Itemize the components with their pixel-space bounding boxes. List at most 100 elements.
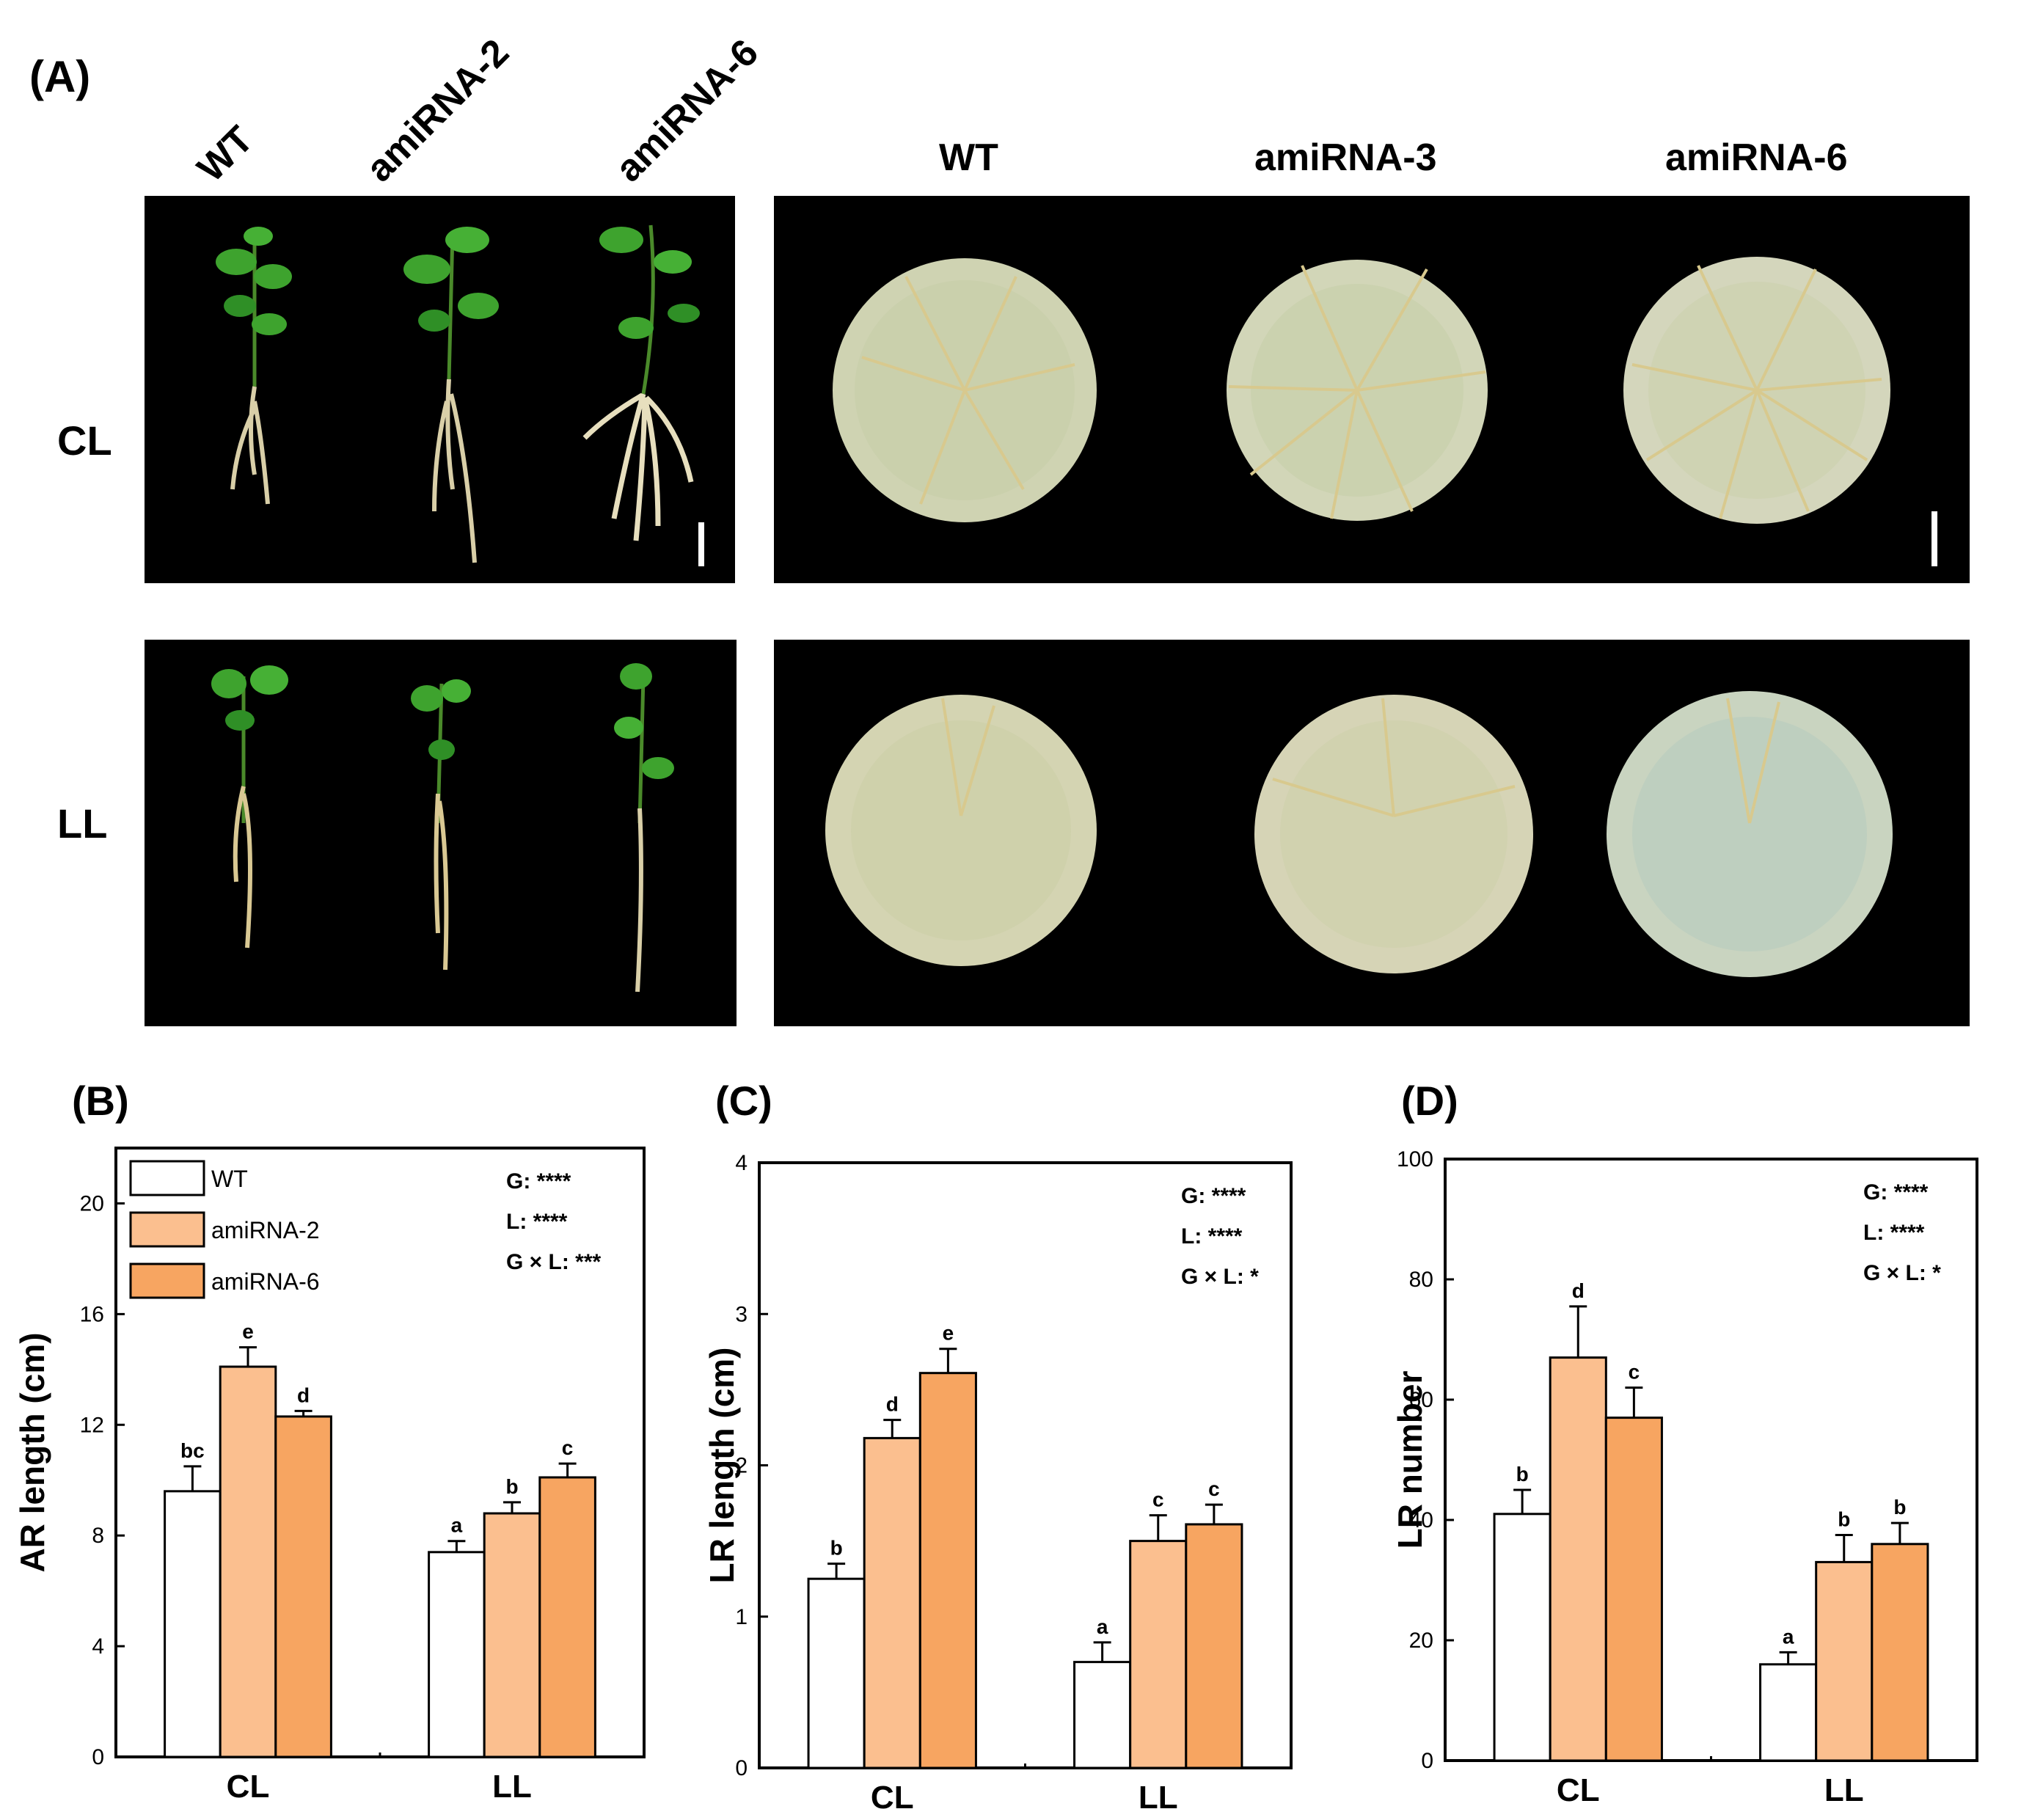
y-axis-label: LR number — [1391, 1371, 1429, 1549]
stats-annotation: G: **** — [506, 1169, 571, 1194]
bar-wt-cl — [164, 1490, 222, 1758]
scale-bar-left-cl — [698, 522, 704, 566]
y-tick-label: 1 — [735, 1605, 748, 1629]
plant-amirna-6-ll — [614, 663, 674, 993]
legend-label-wt: WT — [211, 1166, 248, 1192]
panel-label: (B) — [72, 1078, 129, 1124]
x-category-label: CL — [871, 1780, 914, 1816]
x-category-label: LL — [1139, 1780, 1178, 1816]
y-tick-label: 40 — [1409, 1508, 1433, 1532]
right-column-label-amirna-6: amiRNA-6 — [1665, 136, 1848, 179]
significance-letter: c — [1208, 1477, 1220, 1500]
bar-amirna-2-cl — [219, 1365, 277, 1758]
stats-annotation: G: **** — [1863, 1180, 1929, 1205]
y-tick-label: 4 — [92, 1634, 104, 1659]
bar-amirna-6-cl — [1604, 1417, 1663, 1762]
stats-annotation: G × L: * — [1181, 1265, 1259, 1289]
y-tick-label: 2 — [735, 1454, 748, 1478]
bar-amirna-2-ll — [1815, 1560, 1874, 1762]
stats-annotation: G × L: * — [1863, 1261, 1941, 1285]
x-category-label: LL — [492, 1769, 532, 1805]
significance-letter: b — [830, 1537, 843, 1560]
left-column-label-amirna-6: amiRNA-6 — [607, 31, 767, 191]
stats-annotation: L: **** — [506, 1210, 568, 1234]
scale-bar-right-cl — [1932, 511, 1937, 566]
y-tick-label: 100 — [1397, 1147, 1433, 1172]
stats-annotation: L: **** — [1863, 1221, 1925, 1245]
significance-letter: b — [505, 1475, 518, 1498]
photo-plates-ll — [774, 640, 1970, 1026]
y-tick-label: 12 — [80, 1413, 104, 1437]
stats-annotation: G: **** — [1181, 1184, 1246, 1208]
significance-letter: b — [1838, 1508, 1850, 1531]
bar-amirna-6-ll — [1871, 1543, 1929, 1762]
bar-amirna-6-ll — [1185, 1523, 1243, 1769]
bar-wt-ll — [428, 1551, 486, 1758]
photo-plants-ll — [145, 640, 737, 1026]
plant-amirna-2-ll — [411, 679, 471, 971]
bar-wt-cl — [807, 1577, 866, 1769]
legend-label-amirna-2: amiRNA-2 — [211, 1217, 320, 1243]
significance-letter: b — [1893, 1496, 1906, 1519]
panel-label: (C) — [715, 1078, 772, 1124]
y-tick-label: 60 — [1409, 1388, 1433, 1412]
bar-amirna-2-ll — [483, 1512, 541, 1758]
y-tick-label: 4 — [735, 1151, 748, 1175]
bar-amirna-2-cl — [1549, 1356, 1607, 1762]
significance-letter: d — [1572, 1279, 1585, 1302]
photo-plates-cl — [774, 196, 1970, 583]
right-column-label-amirna-3: amiRNA-3 — [1254, 136, 1437, 179]
plate-amirna-6-cl — [1623, 257, 1890, 524]
x-category-label: CL — [1557, 1772, 1600, 1808]
legend-swatch-amirna-2 — [129, 1211, 205, 1248]
right-column-label-wt: WT — [939, 136, 998, 179]
legend-swatch-amirna-6 — [129, 1262, 205, 1299]
significance-letter: a — [1783, 1625, 1794, 1648]
y-tick-label: 3 — [735, 1302, 748, 1326]
x-category-label: LL — [1824, 1772, 1864, 1808]
y-tick-label: 0 — [735, 1756, 748, 1780]
stats-annotation: L: **** — [1181, 1224, 1243, 1249]
significance-letter: c — [1152, 1488, 1164, 1511]
y-tick-label: 0 — [92, 1745, 104, 1769]
significance-letter: c — [1629, 1361, 1640, 1384]
bar-amirna-6-cl — [274, 1415, 332, 1758]
plate-wt-ll — [825, 695, 1097, 966]
significance-letter: a — [451, 1514, 463, 1537]
significance-letter: e — [943, 1322, 954, 1345]
significance-letter: d — [886, 1393, 899, 1416]
stats-annotation: G × L: *** — [506, 1250, 602, 1274]
x-category-label: CL — [227, 1769, 270, 1805]
significance-letter: bc — [180, 1439, 205, 1462]
bar-amirna-2-cl — [863, 1436, 921, 1769]
legend-swatch-wt — [129, 1160, 205, 1196]
y-tick-label: 0 — [1421, 1749, 1433, 1773]
significance-letter: b — [1516, 1463, 1529, 1485]
panel-label: (D) — [1401, 1078, 1458, 1124]
photo-plants-cl — [145, 196, 735, 583]
plant-amirna-6-cl — [582, 224, 700, 541]
bar-wt-ll — [1073, 1661, 1132, 1769]
y-axis-label: AR length (cm) — [13, 1332, 51, 1572]
legend-label-amirna-6: amiRNA-6 — [211, 1268, 320, 1295]
bar-wt-ll — [1759, 1663, 1818, 1762]
bar-amirna-6-ll — [538, 1476, 596, 1758]
plant-wt-cl — [216, 227, 292, 505]
y-tick-label: 20 — [1409, 1629, 1433, 1653]
panel-a-label: (A) — [29, 52, 91, 101]
significance-letter: e — [242, 1320, 254, 1343]
y-tick-label: 20 — [80, 1191, 104, 1216]
plate-amirna-6-ll — [1607, 691, 1893, 977]
row-label-ll: LL — [57, 800, 108, 847]
plate-amirna-3-cl — [1227, 260, 1488, 521]
y-axis-label: LR length (cm) — [703, 1348, 741, 1584]
bar-wt-cl — [1493, 1513, 1552, 1762]
plant-amirna-2-cl — [403, 227, 499, 563]
plant-wt-ll — [211, 665, 288, 949]
significance-letter: c — [562, 1436, 574, 1459]
row-label-cl: CL — [57, 417, 112, 464]
bar-amirna-2-ll — [1129, 1540, 1188, 1769]
bar-amirna-6-cl — [918, 1372, 977, 1769]
significance-letter: d — [297, 1384, 310, 1406]
